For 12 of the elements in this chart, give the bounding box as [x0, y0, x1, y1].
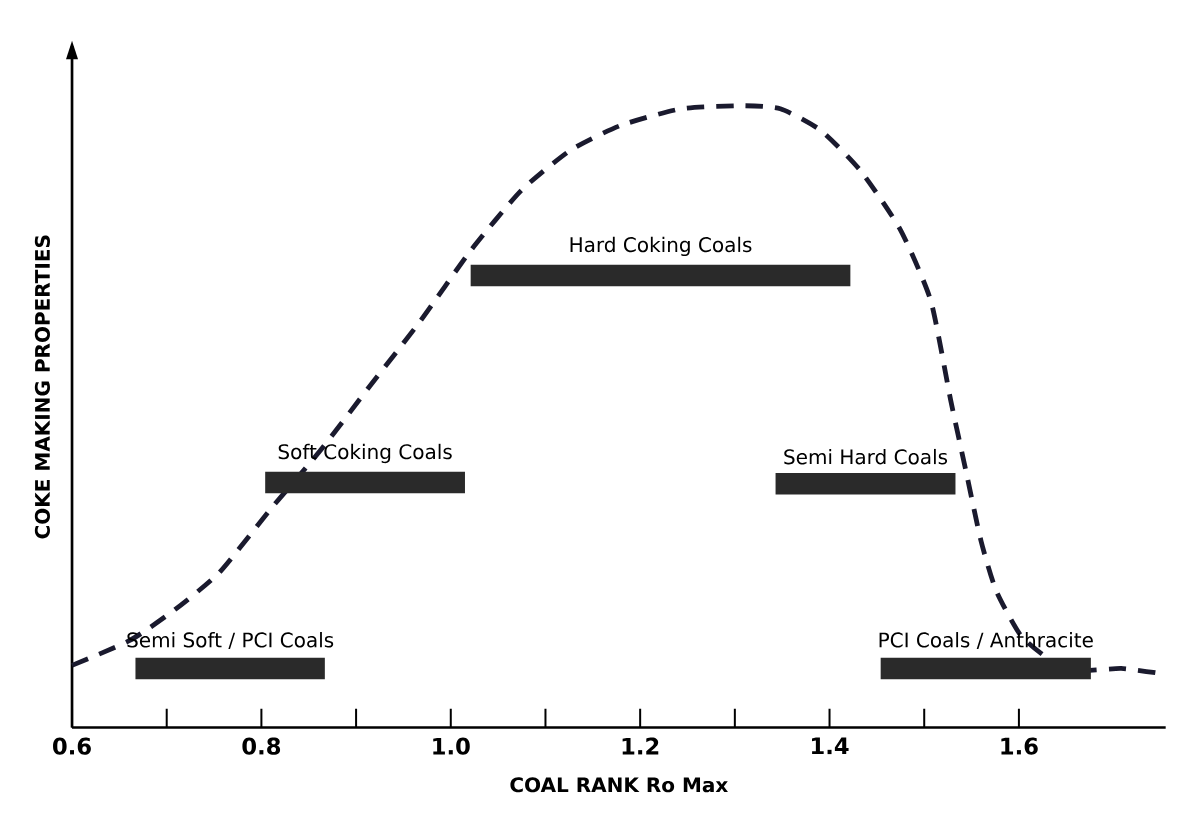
x-tick-label: 1.6 — [1001, 737, 1038, 755]
x-tick-label: 1.4 — [812, 737, 849, 754]
x-tick-label: 1.0 — [433, 737, 470, 755]
x-tick-label: 1.2 — [622, 737, 659, 755]
series-label: Semi Hard Coals — [784, 448, 948, 465]
x-tick-label: 0.6 — [53, 737, 91, 755]
x-axis-title: COAL RANK Ro Max — [510, 777, 728, 793]
series-label: Hard Coking Coals — [570, 236, 752, 256]
y-axis-title: COKE MAKING PROPERTIES — [34, 235, 50, 539]
series-label: Soft Coking Coals — [278, 443, 452, 464]
x-tick-label: 0.8 — [242, 737, 281, 755]
series-label: PCI Coals / Anthracite — [879, 631, 1093, 649]
